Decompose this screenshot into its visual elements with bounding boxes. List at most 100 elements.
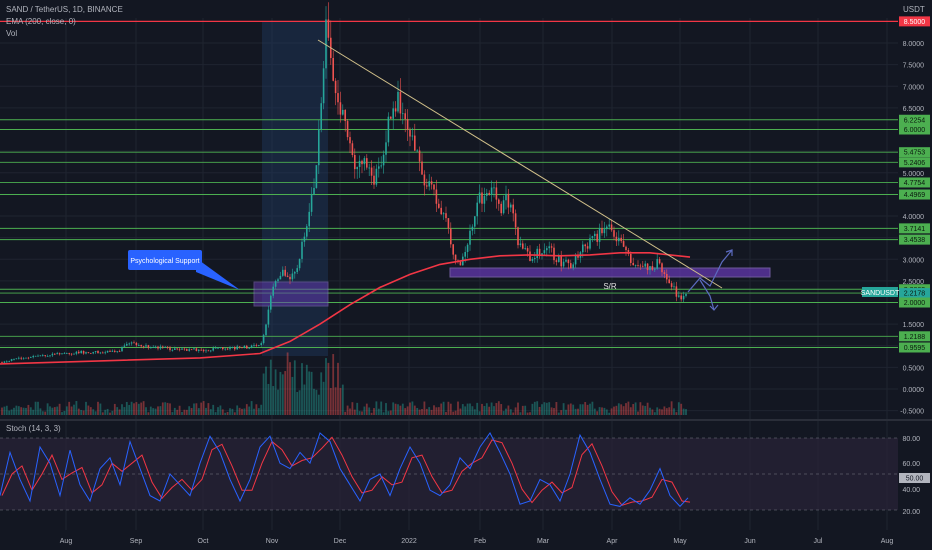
level-badge-text-11: 2.0000	[904, 300, 926, 307]
volume-bar-233	[560, 410, 563, 415]
horizontal-levels	[0, 20, 898, 348]
candle-body-136	[327, 19, 330, 38]
volume-bar-241	[579, 404, 582, 415]
volume-bar-150	[361, 411, 363, 415]
volume-bar-73	[176, 409, 179, 415]
candle-body-232	[558, 255, 560, 262]
candle-body-255	[613, 230, 615, 237]
candle-body-206	[495, 187, 498, 200]
candle-body-207	[498, 199, 500, 204]
volume-bar-196	[471, 406, 474, 415]
time-tick-2: Oct	[198, 538, 209, 545]
candle-body-170	[409, 130, 411, 137]
candle-body-199	[478, 192, 481, 203]
volume-bar-166	[399, 405, 402, 415]
candle-body-222	[534, 258, 536, 259]
volume-bar-163	[392, 402, 395, 415]
price-tick-2: 7.0000	[903, 84, 925, 91]
volume-bar-7	[17, 406, 20, 415]
volume-bar-127	[305, 364, 308, 415]
candle-body-159	[382, 154, 385, 166]
candle-body-149	[358, 160, 361, 168]
candle-body-33	[80, 350, 82, 354]
volume-bar-260	[625, 403, 627, 415]
volume-bar-27	[65, 406, 68, 415]
volume-bar-28	[68, 401, 71, 415]
volume-bar-128	[308, 371, 311, 415]
candle-body-98	[236, 346, 238, 350]
time-tick-6: Feb	[474, 538, 486, 545]
candle-body-49	[118, 351, 121, 353]
candle-body-126	[303, 236, 306, 242]
candle-body-88	[212, 348, 214, 351]
candle-body-215	[517, 227, 519, 246]
volume-bar-143	[344, 411, 347, 415]
volume-bar-184	[442, 401, 445, 415]
candle-body-122	[294, 272, 296, 274]
candle-body-40	[97, 351, 99, 354]
volume-bar-280	[673, 408, 675, 415]
level-badge-text-7: 3.7141	[904, 226, 926, 233]
candle-body-54	[130, 342, 133, 344]
candle-body-258	[620, 237, 622, 242]
volume-bar-213	[512, 412, 515, 415]
candle-body-44	[106, 350, 109, 353]
volume-bar-0	[1, 407, 3, 415]
candle-body-7	[18, 357, 20, 359]
candle-body-150	[361, 160, 363, 165]
candle-body-148	[356, 167, 358, 170]
volume-bar-108	[260, 404, 263, 415]
price-axis[interactable]: 8.00007.50007.00006.50006.00005.50005.00…	[899, 16, 930, 416]
level-badge-text-3: 5.4753	[904, 150, 926, 157]
sr-label: S/R	[603, 282, 617, 291]
candle-body-129	[310, 194, 313, 212]
candle-body-74	[178, 349, 181, 351]
volume-bar-84	[202, 401, 205, 415]
candle-body-243	[584, 244, 586, 247]
candle-body-48	[116, 351, 118, 353]
volume-bar-258	[620, 404, 623, 415]
volume-bar-206	[495, 403, 498, 415]
volume-bar-46	[111, 410, 114, 415]
candle-body-68	[164, 346, 166, 348]
volume-bar-155	[373, 408, 375, 415]
level-badge-13	[899, 342, 930, 353]
candle-body-233	[560, 255, 562, 267]
level-badge-text-8: 3.4538	[904, 237, 926, 244]
level-badge-text-13: 0.9595	[904, 345, 926, 352]
candle-body-34	[82, 350, 85, 354]
price-tick-10: 3.0000	[903, 257, 925, 264]
volume-bar-234	[562, 403, 565, 415]
time-tick-11: Jul	[814, 538, 823, 545]
candle-body-175	[421, 161, 423, 175]
volume-bar-231	[555, 402, 558, 415]
candle-body-94	[226, 348, 229, 350]
candle-body-131	[315, 165, 318, 188]
volume-bar-203	[488, 406, 491, 415]
candle-body-226	[543, 250, 546, 254]
volume-bar-98	[236, 405, 239, 415]
volume-bar-198	[476, 402, 479, 415]
volume-bar-9	[22, 407, 25, 415]
volume-bar-68	[164, 402, 167, 415]
volume-bar-185	[445, 412, 447, 415]
candle-body-11	[27, 357, 30, 359]
volume-bar-137	[329, 388, 332, 415]
candle-body-116	[279, 275, 282, 280]
volume-bar-126	[303, 384, 306, 415]
price-tick-6: 5.0000	[903, 171, 925, 178]
candle-body-52	[126, 343, 128, 346]
volume-bar-66	[159, 406, 162, 415]
time-axis[interactable]: Aug Sep Oct Nov Dec 2022 Feb Mar Apr May Jun Jul Aug	[60, 538, 894, 545]
volume-bar-135	[325, 358, 327, 415]
volume-bar-82	[197, 408, 200, 415]
candle-body-257	[618, 237, 620, 242]
volume-bar-182	[437, 407, 440, 415]
volume-bar-42	[101, 412, 104, 415]
time-tick-9: May	[673, 538, 687, 545]
candle-body-6	[15, 358, 18, 360]
level-badge-text-12: 1.2188	[904, 334, 926, 341]
candle-body-45	[109, 350, 111, 352]
volume-bar-179	[430, 409, 433, 415]
